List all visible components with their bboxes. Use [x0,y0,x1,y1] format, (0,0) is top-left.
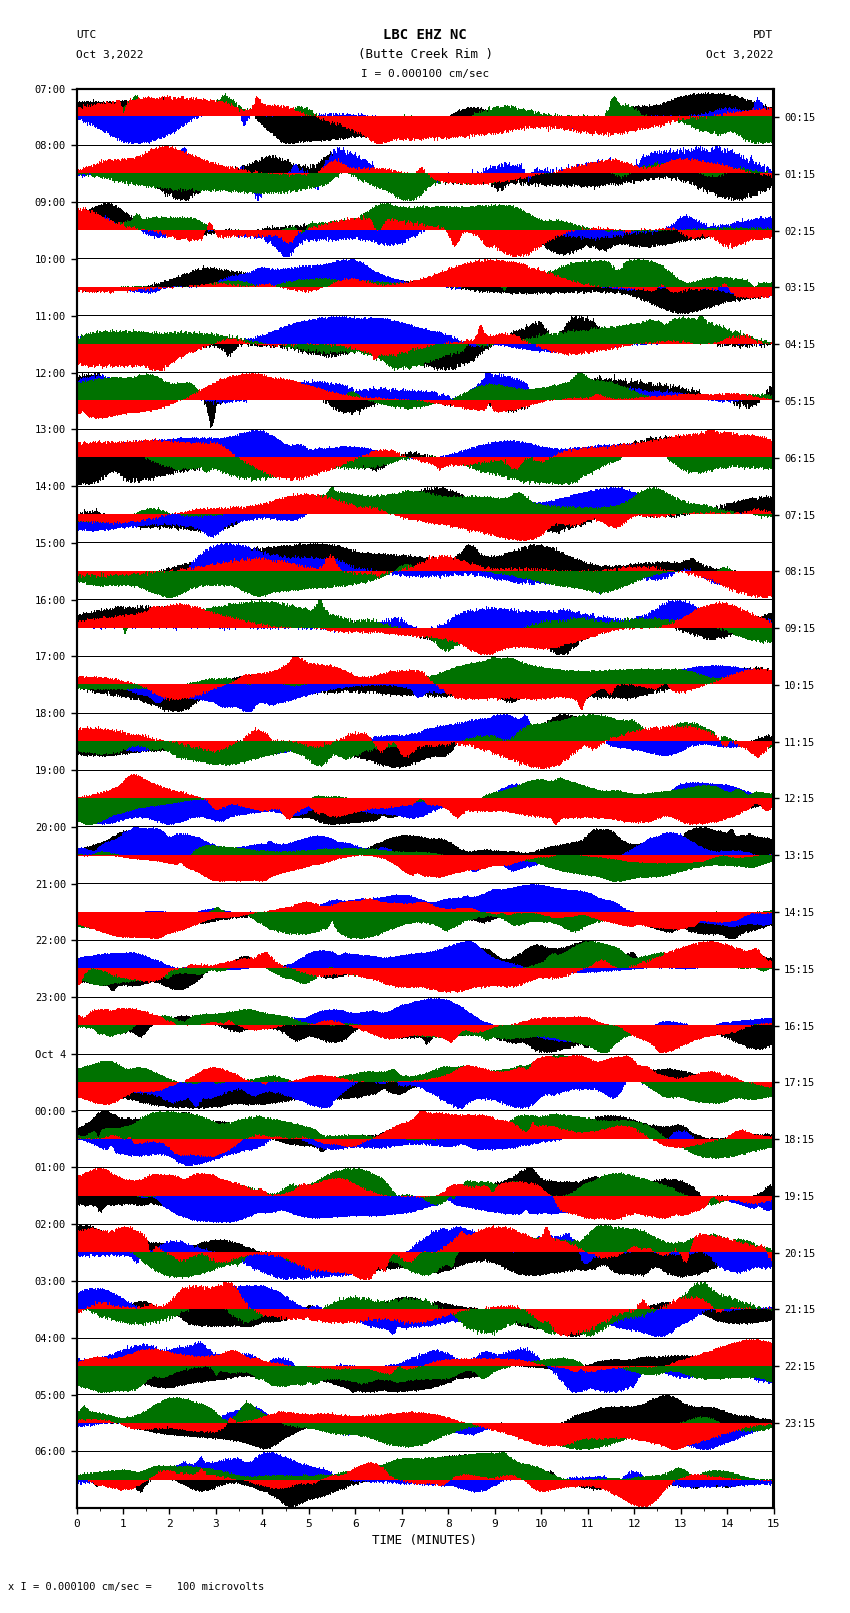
Text: UTC: UTC [76,31,97,40]
Text: Oct 3,2022: Oct 3,2022 [76,50,144,60]
Text: LBC EHZ NC: LBC EHZ NC [383,29,467,42]
Text: (Butte Creek Rim ): (Butte Creek Rim ) [358,48,492,61]
Text: I = 0.000100 cm/sec: I = 0.000100 cm/sec [361,69,489,79]
Text: x I = 0.000100 cm/sec =    100 microvolts: x I = 0.000100 cm/sec = 100 microvolts [8,1582,264,1592]
X-axis label: TIME (MINUTES): TIME (MINUTES) [372,1534,478,1547]
Text: Oct 3,2022: Oct 3,2022 [706,50,774,60]
Text: PDT: PDT [753,31,774,40]
